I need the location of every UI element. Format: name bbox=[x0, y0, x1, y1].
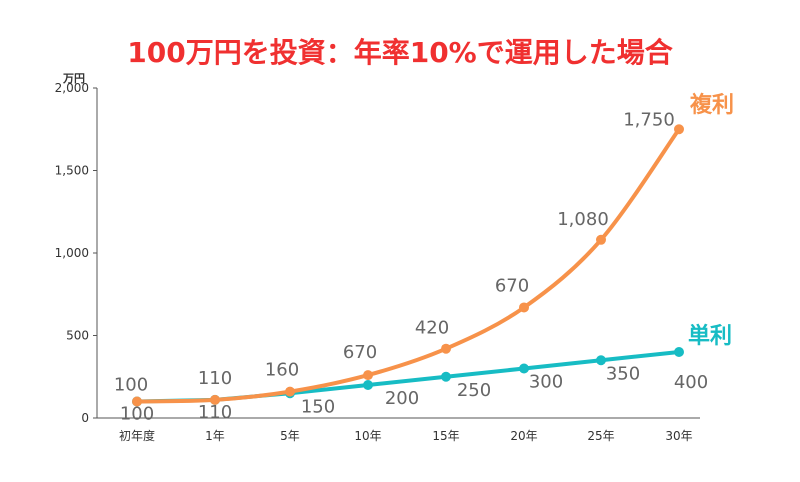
data-point bbox=[596, 234, 606, 245]
data-point bbox=[441, 371, 451, 382]
x-tick-label: 10年 bbox=[354, 429, 381, 443]
x-tick-label: 30年 bbox=[665, 429, 692, 443]
data-point bbox=[363, 380, 373, 390]
data-label: 420 bbox=[415, 318, 449, 339]
data-label: 250 bbox=[457, 380, 491, 401]
x-tick-label: 20年 bbox=[510, 429, 537, 443]
data-point bbox=[674, 347, 684, 357]
data-label: 150 bbox=[301, 396, 335, 417]
x-tick-label: 5年 bbox=[280, 429, 300, 443]
data-point bbox=[674, 124, 684, 135]
data-point bbox=[132, 396, 142, 407]
data-point bbox=[210, 394, 220, 405]
data-label: 200 bbox=[385, 388, 419, 409]
y-tick-label: 0 bbox=[81, 411, 89, 425]
data-label: 670 bbox=[495, 275, 529, 296]
y-tick-label: 1,000 bbox=[55, 246, 89, 260]
data-point bbox=[596, 355, 606, 366]
series-name-label: 単利 bbox=[688, 323, 732, 349]
data-label: 100 bbox=[120, 404, 154, 425]
data-point bbox=[285, 386, 295, 397]
x-tick-label: 25年 bbox=[587, 429, 614, 443]
data-label: 1,080 bbox=[557, 209, 609, 230]
y-tick-label: 2,000 bbox=[55, 81, 89, 95]
data-label: 300 bbox=[529, 372, 563, 393]
chart-title: 100万円を投資：年率10%で運用した場合 bbox=[127, 36, 673, 69]
data-point bbox=[363, 370, 373, 381]
data-label: 400 bbox=[674, 372, 708, 393]
data-label: 1,750 bbox=[623, 109, 675, 130]
x-tick-label: 1年 bbox=[205, 429, 225, 443]
series-name-label: 複利 bbox=[690, 92, 734, 118]
data-point bbox=[519, 363, 529, 374]
data-label: 110 bbox=[198, 368, 232, 389]
y-axis-unit-label: 万円 bbox=[62, 72, 85, 85]
data-label: 110 bbox=[198, 402, 232, 423]
data-label: 670 bbox=[343, 342, 377, 363]
data-label: 160 bbox=[265, 360, 299, 381]
data-label: 100 bbox=[114, 375, 148, 396]
x-tick-label: 初年度 bbox=[119, 428, 155, 443]
data-point bbox=[519, 302, 529, 313]
y-tick-label: 1,500 bbox=[55, 164, 89, 178]
data-point bbox=[441, 343, 451, 354]
y-tick-label: 500 bbox=[66, 329, 89, 343]
data-label: 350 bbox=[606, 363, 640, 384]
x-tick-label: 15年 bbox=[432, 429, 459, 443]
